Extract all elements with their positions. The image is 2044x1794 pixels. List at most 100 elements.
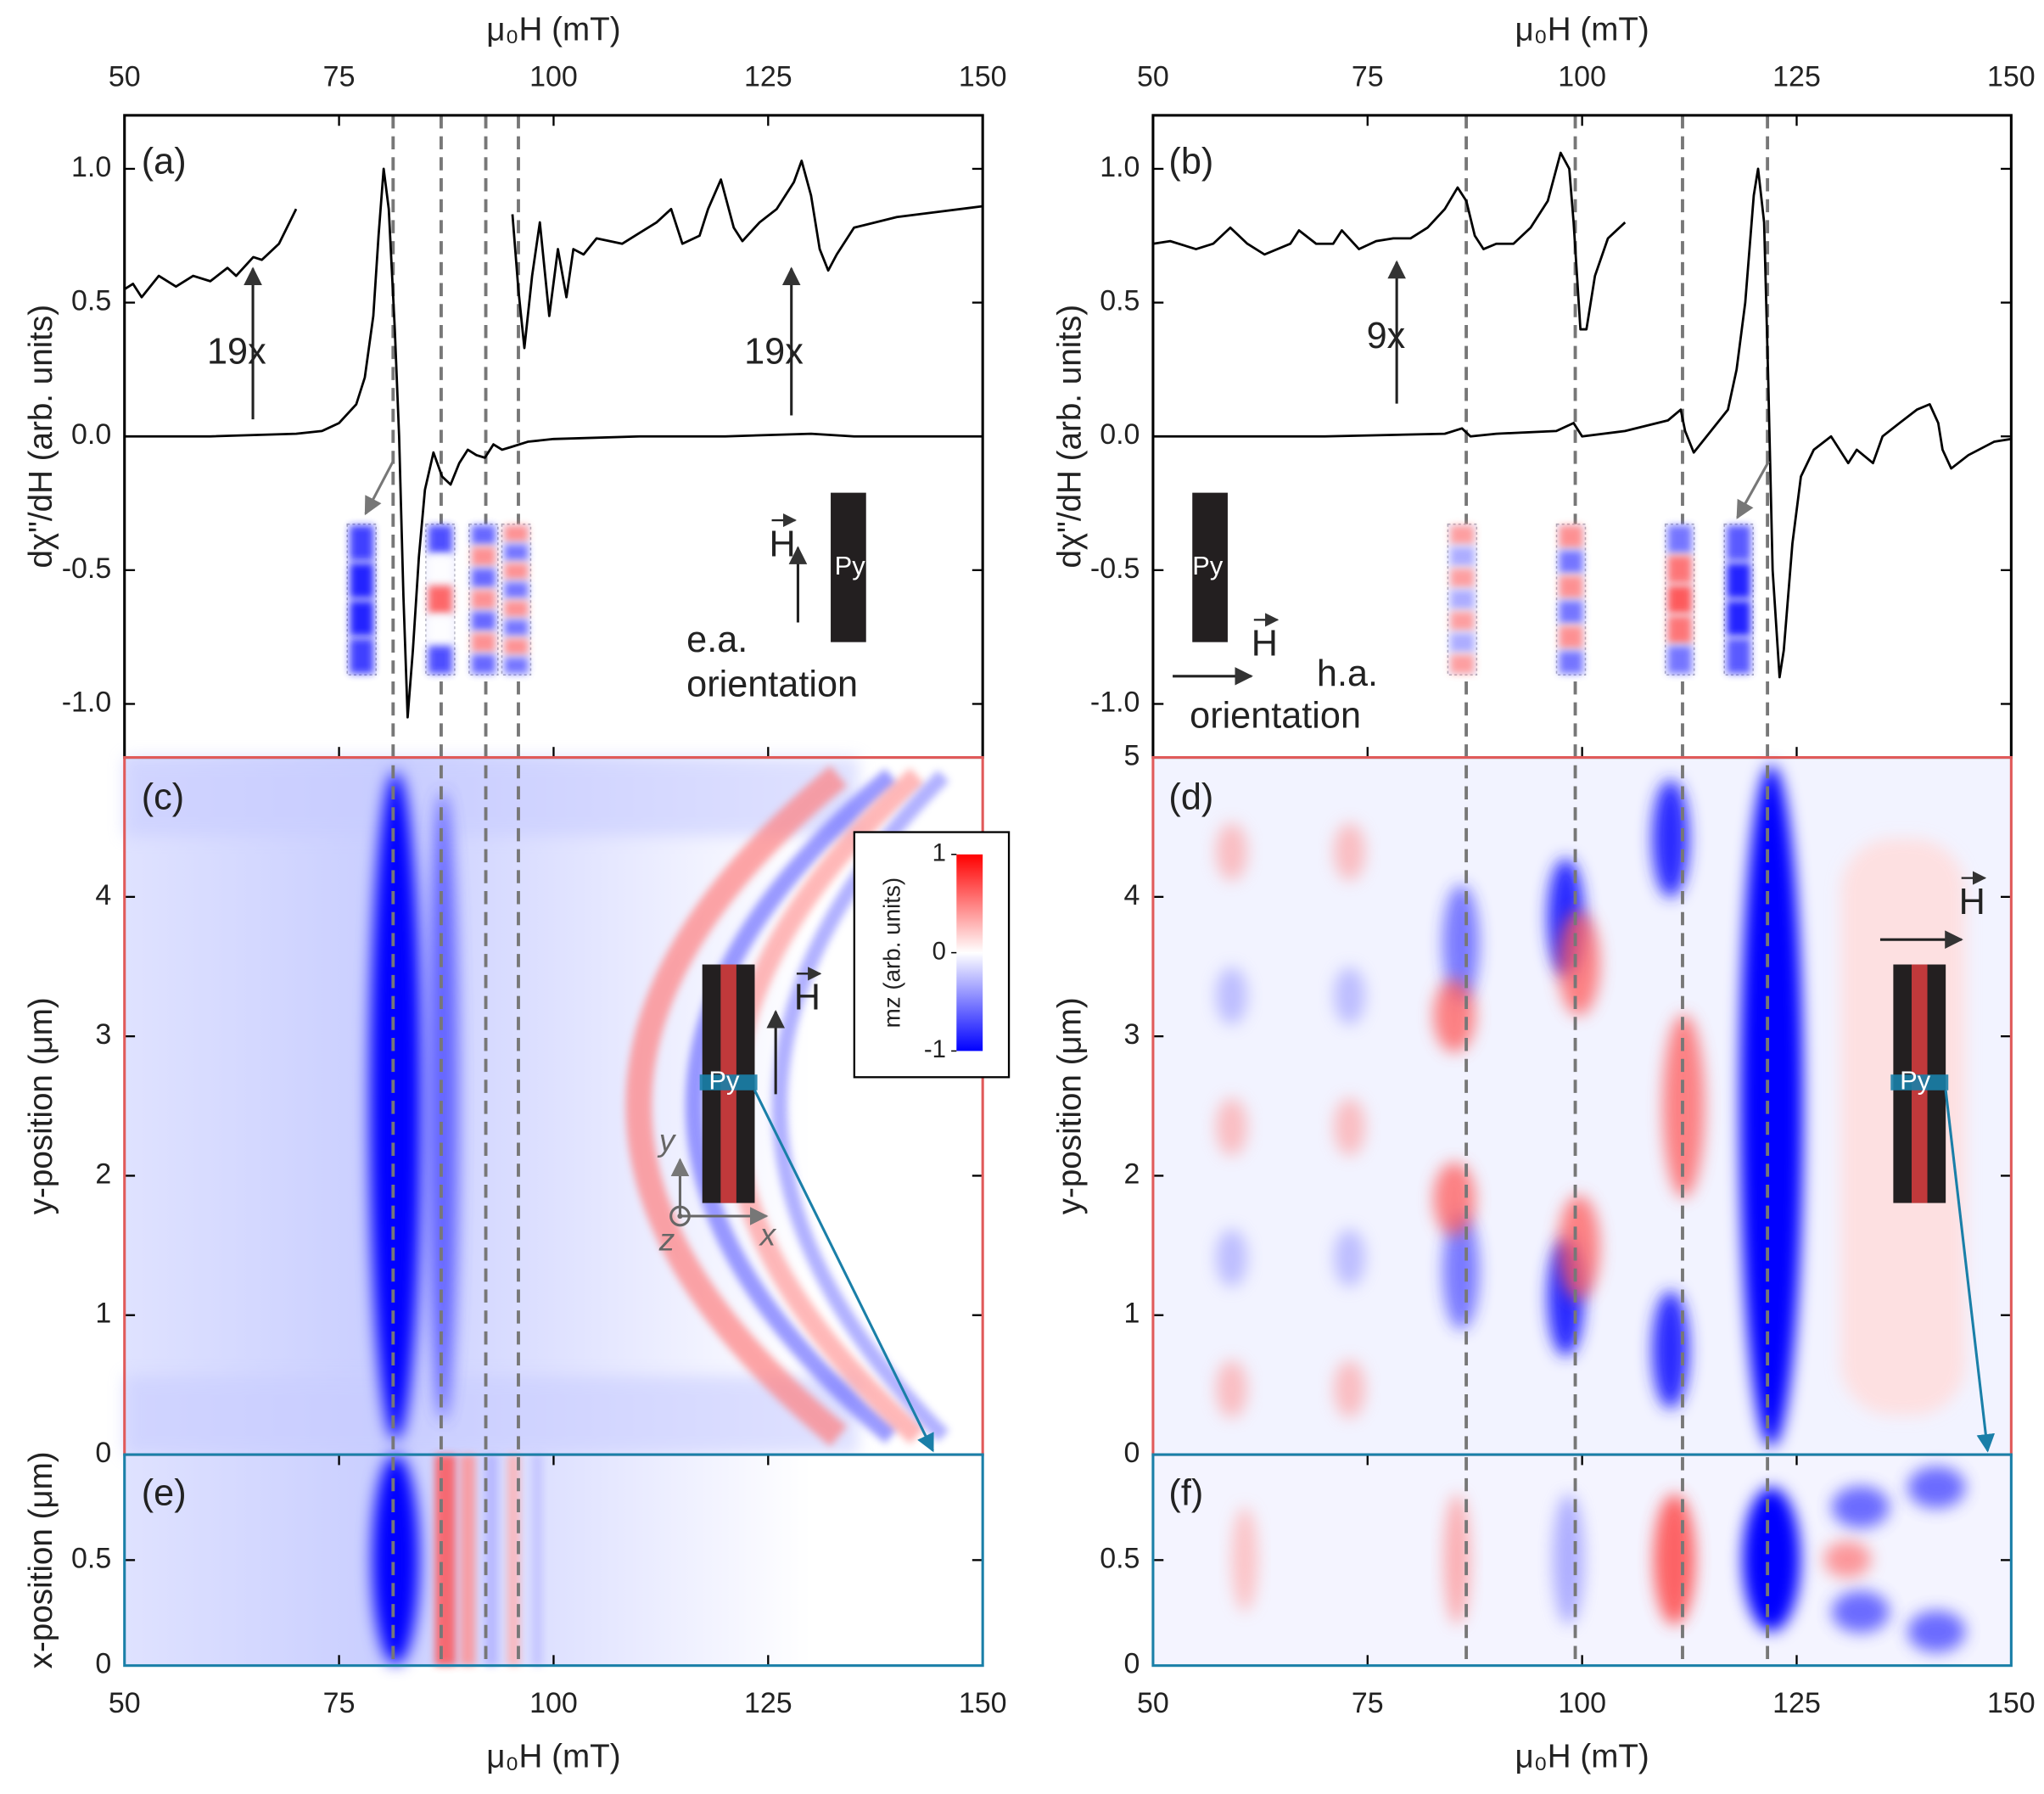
data-line	[511, 160, 983, 350]
y-tick-label: 0	[95, 1648, 111, 1680]
y-tick-label: 0	[95, 1437, 111, 1469]
mode-cell	[471, 547, 496, 566]
y-tick-label: 4	[95, 879, 111, 911]
heatmap-blob	[1334, 1229, 1366, 1287]
mode-cell	[504, 619, 529, 636]
x-tick-label: 100	[1558, 61, 1606, 93]
heatmap-blob	[1443, 1494, 1470, 1625]
y-tick-label: 0.5	[1100, 1542, 1140, 1574]
heatmap-blob	[1216, 1098, 1248, 1156]
heatmap-blob	[1653, 1494, 1696, 1625]
mode-cell	[1450, 547, 1475, 566]
annotation: orientation	[686, 664, 858, 705]
annotation: Py	[708, 1066, 740, 1096]
mode-cell	[1667, 525, 1692, 553]
x-tick-label: 75	[1352, 1687, 1384, 1719]
annotation: (d)	[1168, 776, 1213, 817]
heatmap-blob	[427, 791, 459, 1421]
mode-cell	[1727, 563, 1751, 598]
py-cut	[1890, 1074, 1949, 1090]
mode-cell	[504, 638, 529, 655]
mode-cell	[1559, 525, 1583, 548]
x-tick-label: 125	[744, 61, 792, 93]
y-tick-label: 0	[1124, 1648, 1140, 1680]
x-tick-label: 50	[109, 61, 141, 93]
y-tick-label: 5	[1124, 740, 1140, 772]
annotation: y	[657, 1122, 677, 1158]
x-tick-label: 100	[1558, 1687, 1606, 1719]
mode-cell	[471, 611, 496, 631]
heatmap-blob	[1442, 1212, 1480, 1331]
mode-cell	[428, 555, 452, 584]
y-tick-label: 0.0	[71, 418, 111, 451]
py-element	[1192, 492, 1228, 642]
x-tick-label: 75	[1352, 61, 1384, 93]
mode-cell	[504, 563, 529, 580]
mode-cell	[1559, 651, 1583, 674]
plot-frame	[123, 1453, 984, 1668]
annotation: Py	[1192, 551, 1224, 580]
mode-cell	[1667, 646, 1692, 674]
mode-inset	[346, 523, 377, 676]
mode-cell	[1727, 638, 1751, 674]
mode-cell	[1450, 590, 1475, 609]
x-axis-label: μ₀H (mT)	[486, 11, 620, 48]
heatmap-blob	[1216, 1360, 1248, 1418]
mode-cell	[350, 638, 374, 674]
heatmap-wash	[124, 1455, 983, 1666]
projection-arrow	[753, 1090, 934, 1453]
data-line	[124, 167, 983, 719]
mode-inset	[1447, 523, 1478, 676]
heatmap-blob	[1433, 978, 1476, 1052]
heatmap-blob	[1823, 1540, 1872, 1578]
heatmap-stripe	[460, 1455, 476, 1666]
y-tick-label: -1.0	[62, 686, 112, 718]
heatmap-blob	[1334, 822, 1366, 881]
x-tick-label: 50	[1137, 61, 1169, 93]
y-tick-label: 0.5	[71, 1542, 111, 1574]
mode-cell	[1667, 586, 1692, 614]
x-tick-label: 125	[744, 1687, 792, 1719]
x-tick-label: 150	[959, 1687, 1007, 1719]
y-tick-label: 3	[95, 1018, 111, 1051]
x-tick-label: 50	[109, 1687, 141, 1719]
y-tick-label: 0.0	[1100, 418, 1140, 451]
mode-cell	[1727, 525, 1751, 561]
annotation: (a)	[142, 141, 187, 182]
heatmap-blob	[1442, 884, 1480, 1003]
mode-cell	[504, 581, 529, 598]
axis-glyph	[677, 1213, 683, 1219]
mode-cell	[1450, 654, 1475, 674]
annotation: Py	[1900, 1066, 1931, 1096]
colorbar-label: mz (arb. units)	[879, 877, 905, 1029]
pointer-arrow	[364, 460, 395, 516]
mode-inset	[501, 523, 532, 676]
heatmap-image	[1152, 1455, 2012, 1666]
annotation: 19x	[207, 331, 266, 372]
heatmap-blob	[1552, 1494, 1584, 1625]
heatmap-blob	[1652, 1291, 1689, 1410]
y-tick-label: 2	[95, 1158, 111, 1190]
y-tick-label: 0.5	[71, 285, 111, 317]
x-tick-label: 75	[323, 61, 356, 93]
mode-cell	[1559, 575, 1583, 598]
mode-cell	[1559, 601, 1583, 624]
mode-cell	[471, 568, 496, 588]
heatmap-blob	[1433, 1162, 1476, 1236]
mode-cell	[428, 586, 452, 614]
heatmap-arc	[685, 768, 898, 1444]
py-element	[831, 492, 866, 642]
annotation: (c)	[142, 776, 184, 817]
y-tick-label: 2	[1124, 1158, 1140, 1190]
mode-inset	[1723, 523, 1754, 676]
x-tick-label: 50	[1137, 1687, 1169, 1719]
y-tick-label: 4	[1124, 879, 1140, 911]
x-axis-label: μ₀H (mT)	[1515, 1739, 1649, 1775]
mode-inset	[1664, 523, 1695, 676]
annotation: x	[759, 1217, 777, 1253]
heatmap-image	[124, 757, 983, 1455]
heatmap-blob	[1216, 1229, 1248, 1287]
mode-frame	[1555, 523, 1587, 676]
mode-cell	[504, 601, 529, 618]
